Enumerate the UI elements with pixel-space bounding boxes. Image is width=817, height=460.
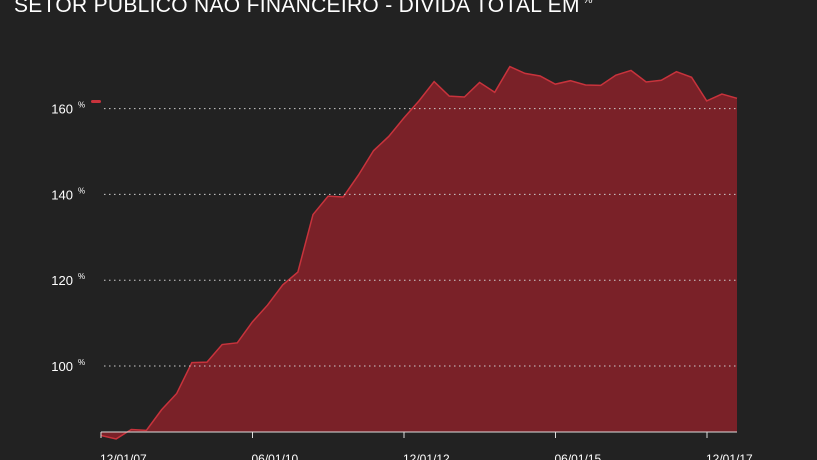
x-tick-label-3: 06/01/15	[555, 452, 602, 460]
y-tick-label-160: 160	[51, 102, 73, 117]
y-tick-label-100: 100	[51, 359, 73, 374]
x-tick-label-0: 12/01/07	[100, 452, 147, 460]
y-tick-unit-140: %	[78, 186, 85, 195]
chart-title-unit: %	[582, 0, 593, 6]
x-tick-label-4: 12/01/17	[706, 452, 753, 460]
chart-title: SETOR PUBLICO NAO FINANCEIRO - DIVIDA TO…	[14, 0, 593, 18]
y-tick-label-120: 120	[51, 273, 73, 288]
legend-marker	[91, 100, 101, 103]
y-tick-label-140: 140	[51, 187, 73, 202]
y-tick-unit-160: %	[78, 101, 85, 110]
x-tick-label-1: 06/01/10	[252, 452, 299, 460]
y-tick-unit-120: %	[78, 272, 85, 281]
chart-title-text: SETOR PUBLICO NAO FINANCEIRO - DIVIDA TO…	[14, 0, 580, 17]
series-line	[100, 65, 738, 440]
x-tick-label-2: 12/01/12	[403, 452, 450, 460]
area-fill	[101, 66, 737, 439]
y-tick-unit-100: %	[78, 358, 85, 367]
